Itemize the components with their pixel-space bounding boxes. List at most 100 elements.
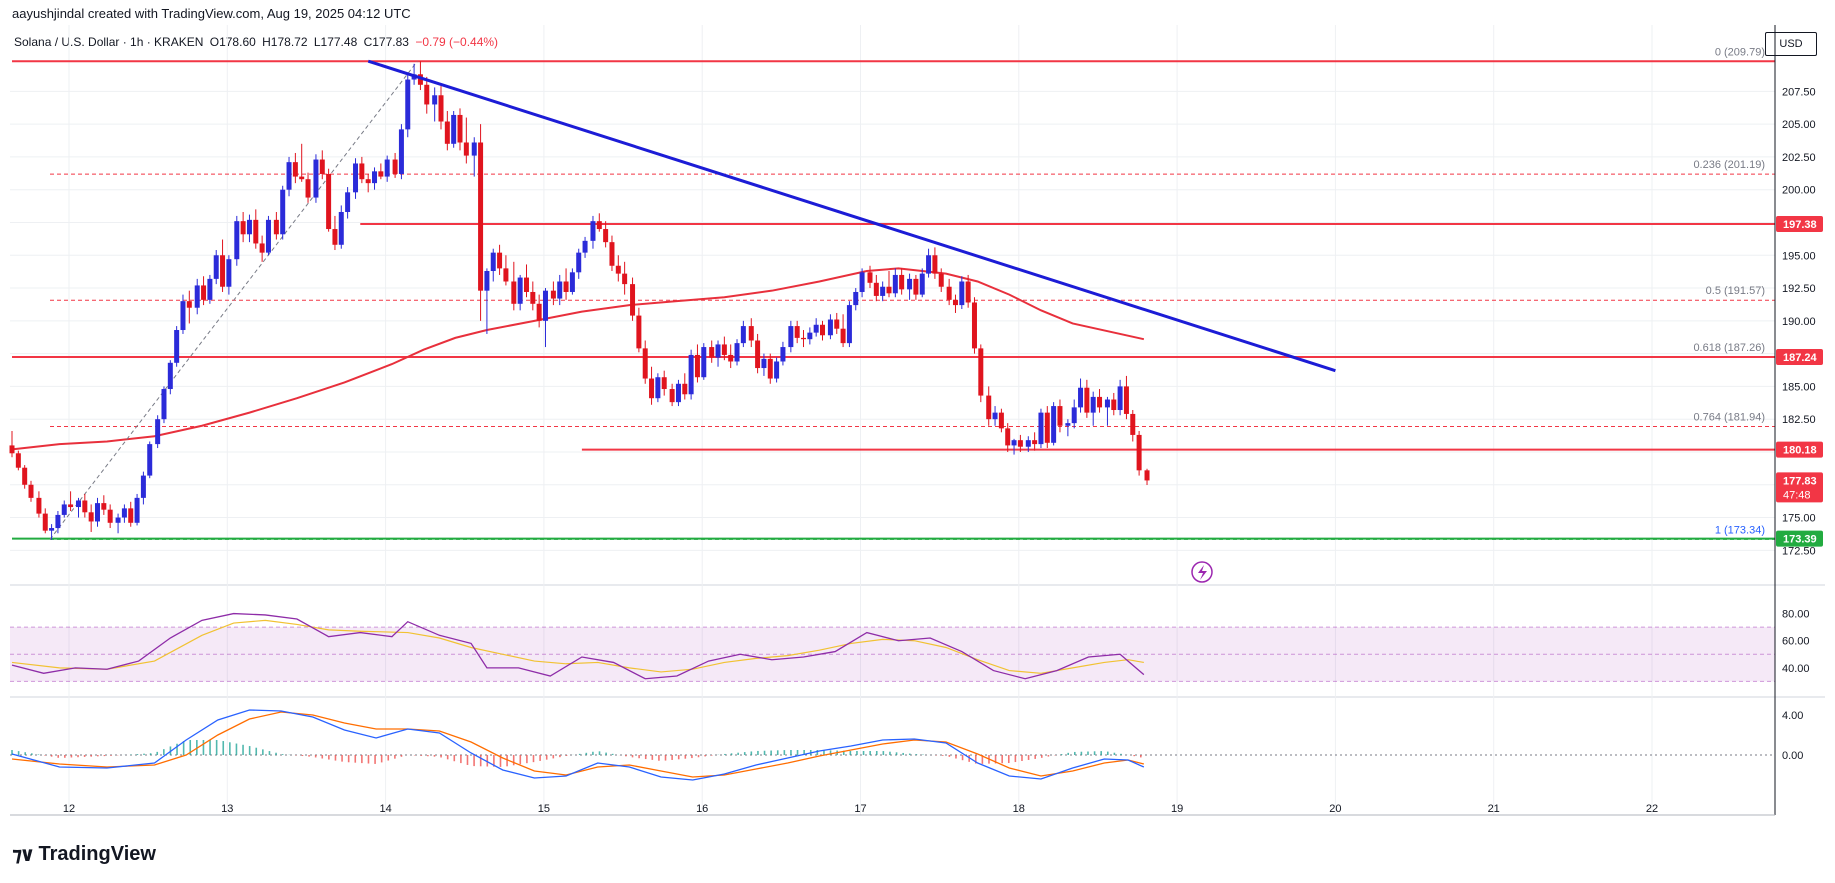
candle [134,493,140,526]
grid-lines [10,25,1825,815]
candle-body [1123,386,1129,414]
candle-body [392,159,398,174]
candle-body [880,286,886,296]
countdown-label: 47:48 [1783,489,1811,501]
candle-body [180,301,186,331]
candle-body [1097,396,1103,408]
candle [115,513,121,534]
candle [1057,399,1063,433]
candle [444,111,450,151]
candle-body [378,171,384,177]
candle-body [1051,406,1057,443]
candle [36,491,42,518]
candle-body [265,219,271,253]
candle [728,344,734,369]
candle [694,344,700,383]
rsi-tick-label: 80.00 [1782,609,1810,621]
candle-body [1130,413,1136,435]
candle [155,415,161,449]
candle [240,211,246,243]
candle-body [1011,440,1017,446]
candle [1117,379,1123,416]
candle [220,239,226,292]
candle [959,276,965,310]
candle-body [919,273,925,295]
candle [319,150,325,180]
candle [457,108,463,151]
time-tick-label: 22 [1646,803,1658,815]
rsi-tick-label: 60.00 [1782,636,1810,648]
candle [213,250,219,285]
tradingview-logo-icon: ⁊∨ [12,844,35,866]
price-tick-label: 190.00 [1782,316,1816,328]
candle-body [734,343,740,362]
candle [880,281,886,302]
candle-body [965,281,971,303]
candle-body [834,319,840,329]
candle-body [603,229,609,243]
candle [1032,432,1038,451]
candle-body [630,284,636,316]
candle [734,339,740,366]
price-tick-label: 185.00 [1782,381,1816,393]
candle-body [688,354,694,395]
candle-body [372,171,378,184]
candle-body [28,484,34,498]
candle [121,504,127,523]
candle-body [840,328,846,344]
candle [1104,396,1110,426]
candle-body [1117,386,1123,411]
price-tick-label: 205.00 [1782,119,1816,131]
price-badge [1776,349,1823,366]
candle [1144,468,1150,486]
price-tick-label: 182.50 [1782,414,1816,426]
candle-body [313,159,319,198]
candle-body [748,326,754,341]
price-badge-label: 180.18 [1783,445,1817,457]
candle [774,357,780,383]
chart-canvas[interactable]: 0 (209.79) 0.236 (201.19) 0.5 (191.57) 0.61… [0,0,1835,835]
candle-body [438,95,444,122]
candle-body [365,179,371,184]
candle [596,213,602,232]
candle-body [1038,412,1044,445]
candle [273,211,279,240]
currency-selector[interactable]: USD [1765,32,1817,56]
candle [207,274,213,304]
candle [417,61,423,91]
price-tick-label: 202.50 [1782,152,1816,164]
candle [75,497,81,518]
candle [675,379,681,407]
candle-body [226,259,232,287]
candle-body [332,229,338,245]
candle [978,344,984,403]
tradingview-logo[interactable]: ⁊∨ TradingView [12,842,156,867]
time-tick-label: 14 [379,803,391,815]
candle [536,294,542,328]
candle-body [682,383,688,395]
candle [107,504,113,529]
candle-body [75,500,81,508]
candle [609,235,615,272]
candle [1051,402,1057,446]
candle-body [1025,440,1031,447]
candle-body [213,255,219,279]
candle [140,471,146,505]
candle [246,214,252,243]
candle [9,430,15,458]
price-panel: 0 (209.79) 0.236 (201.19) 0.5 (191.57) 0.61… [9,46,1775,583]
price-tick-label: 207.50 [1782,86,1816,98]
candle-body [761,358,767,369]
candle-body [134,497,140,523]
candle-body [1057,406,1063,426]
candle [28,480,34,502]
current-price-badge [1776,472,1823,503]
candle-body [42,513,48,531]
candle [1136,430,1142,476]
candle [398,124,404,180]
candle-body [859,272,865,292]
candle-body [101,503,107,510]
candle-body [280,189,286,235]
candle-body [353,163,359,193]
candle-body [873,282,879,296]
